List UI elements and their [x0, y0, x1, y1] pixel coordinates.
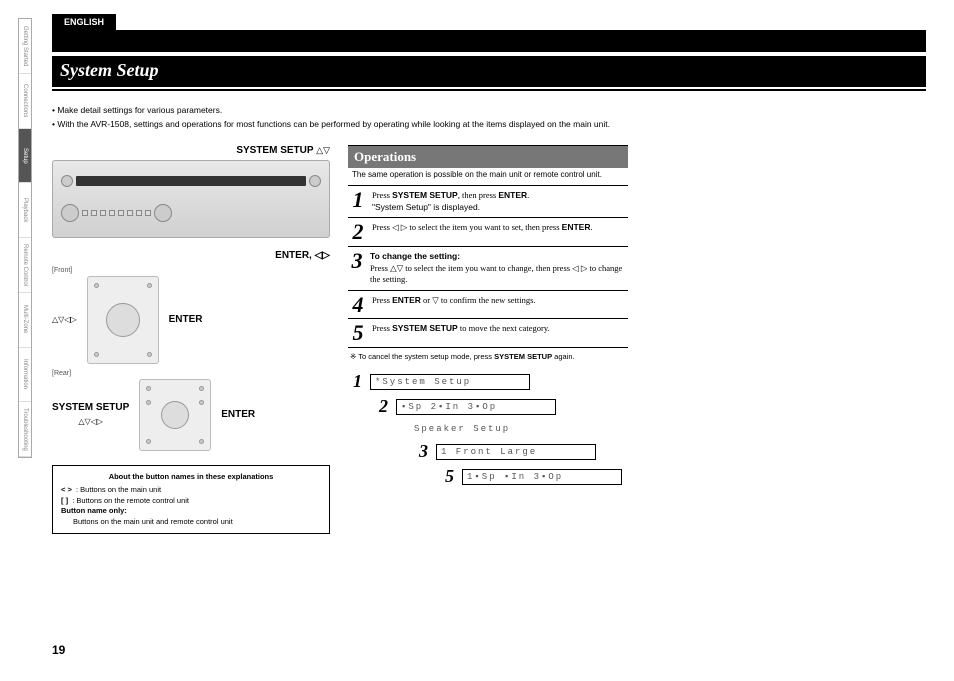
lcd-step-number: 2: [362, 396, 388, 417]
operations-footnote: ※ To cancel the system setup mode, press…: [350, 352, 626, 361]
title-underline: [52, 89, 926, 91]
sidebar-item[interactable]: Troubleshooting: [19, 402, 31, 457]
step-number: 1: [350, 190, 366, 213]
steps-list: 1 Press SYSTEM SETUP, then press ENTER."S…: [348, 185, 628, 348]
lcd-display: *System Setup: [370, 374, 530, 390]
step-text: Press SYSTEM SETUP to move the next cate…: [372, 323, 550, 343]
remote-diagram-rear: [139, 379, 211, 451]
front-caption: [Front]: [52, 267, 330, 274]
intro-text: • Make detail settings for various param…: [52, 105, 926, 131]
step-text: Press ◁ ▷ to select the item you want to…: [372, 222, 593, 242]
lcd-display: 1 Front Large: [436, 444, 596, 460]
lcd-sequence: 1 *System Setup 2 ▪Sp 2▪In 3▪Op Speaker Setu…: [336, 371, 628, 487]
system-setup-label-rear: SYSTEM SETUP △▽◁▷: [52, 400, 129, 429]
lcd-step-number: 1: [336, 371, 362, 392]
step-row: 1 Press SYSTEM SETUP, then press ENTER."S…: [348, 185, 628, 217]
step-row: 3To change the setting:Press △▽ to selec…: [348, 246, 628, 289]
header-bar: [52, 30, 926, 52]
lcd-step-number: 3: [402, 441, 428, 462]
sidebar-item[interactable]: Setup: [19, 129, 31, 184]
enter-label-rear: ENTER: [221, 409, 255, 420]
language-tab: ENGLISH: [52, 14, 116, 30]
lcd-row: Speaker Setup: [376, 421, 628, 437]
step-text: To change the setting:Press △▽ to select…: [370, 251, 626, 285]
page-title: System Setup: [52, 56, 926, 87]
sidebar-item[interactable]: Getting Started: [19, 19, 31, 74]
step-text: Press SYSTEM SETUP, then press ENTER."Sy…: [372, 190, 529, 213]
enter-label-front: ENTER: [169, 314, 203, 325]
page-number: 19: [52, 643, 65, 657]
sidebar-item[interactable]: Multi-Zone: [19, 293, 31, 348]
operations-header: Operations: [348, 145, 628, 168]
step-number: 4: [350, 295, 366, 315]
sidebar-item[interactable]: Information: [19, 348, 31, 403]
lcd-display: ▪Sp 2▪In 3▪Op: [396, 399, 556, 415]
intro-bullet-1: • Make detail settings for various param…: [52, 105, 926, 117]
sidebar-item[interactable]: Playback: [19, 183, 31, 238]
intro-bullet-2: • With the AVR-1508, settings and operat…: [52, 119, 926, 131]
remote-diagram-front: [87, 276, 159, 364]
front-unit-diagram: [52, 160, 330, 238]
explain-header: About the button names in these explanat…: [61, 472, 321, 483]
lcd-display: Speaker Setup: [410, 421, 570, 437]
rear-caption: [Rear]: [52, 370, 330, 377]
step-row: 2 Press ◁ ▷ to select the item you want t…: [348, 217, 628, 246]
sidebar-item[interactable]: Remote Control: [19, 238, 31, 293]
sidebar-item[interactable]: Connections: [19, 74, 31, 129]
lcd-row: 5 1▪Sp ▪In 3▪Op: [428, 466, 628, 487]
step-number: 3: [350, 251, 364, 285]
lcd-row: 2 ▪Sp 2▪In 3▪Op: [362, 396, 628, 417]
lcd-row: 1 *System Setup: [336, 371, 628, 392]
step-row: 5 Press SYSTEM SETUP to move the next cat…: [348, 318, 628, 348]
button-names-explain-box: About the button names in these explanat…: [52, 465, 330, 535]
step-text: Press ENTER or ▽ to confirm the new sett…: [372, 295, 536, 315]
arrows-label-front: △▽◁▷: [52, 312, 77, 327]
step-row: 4 Press ENTER or ▽ to confirm the new set…: [348, 290, 628, 319]
section-tabs: Getting StartedConnectionsSetupPlaybackR…: [18, 18, 32, 458]
step-number: 5: [350, 323, 366, 343]
lcd-step-number: 5: [428, 466, 454, 487]
step-number: 2: [350, 222, 366, 242]
lcd-row: 3 1 Front Large: [402, 441, 628, 462]
operations-subtext: The same operation is possible on the ma…: [348, 168, 628, 186]
enter-arrows-label: ENTER, ◁▷: [52, 250, 330, 261]
system-setup-label-top: SYSTEM SETUP △▽: [52, 145, 330, 156]
lcd-display: 1▪Sp ▪In 3▪Op: [462, 469, 622, 485]
